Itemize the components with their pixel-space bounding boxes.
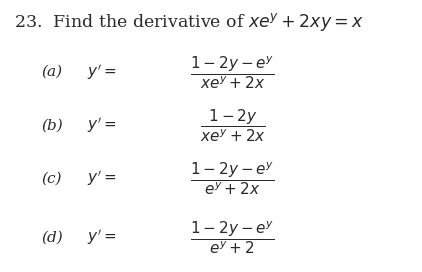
- Text: $y' =$: $y' =$: [87, 62, 117, 82]
- Text: 23.  Find the derivative of $xe^y + 2xy = x$: 23. Find the derivative of $xe^y + 2xy =…: [14, 11, 365, 33]
- Text: $y' =$: $y' =$: [87, 227, 117, 247]
- Text: (c): (c): [41, 172, 62, 186]
- Text: (b): (b): [41, 118, 63, 132]
- Text: (d): (d): [41, 230, 63, 244]
- Text: (a): (a): [41, 65, 62, 79]
- Text: $\dfrac{1 - 2y - e^y}{e^y + 2x}$: $\dfrac{1 - 2y - e^y}{e^y + 2x}$: [190, 160, 275, 197]
- Text: $y' =$: $y' =$: [87, 169, 117, 188]
- Text: $\dfrac{1 - 2y - e^y}{e^y + 2}$: $\dfrac{1 - 2y - e^y}{e^y + 2}$: [190, 219, 275, 256]
- Text: $\dfrac{1 - 2y}{xe^y + 2x}$: $\dfrac{1 - 2y}{xe^y + 2x}$: [200, 107, 266, 144]
- Text: $y' =$: $y' =$: [87, 116, 117, 135]
- Text: $\dfrac{1 - 2y - e^y}{xe^y + 2x}$: $\dfrac{1 - 2y - e^y}{xe^y + 2x}$: [190, 54, 275, 91]
